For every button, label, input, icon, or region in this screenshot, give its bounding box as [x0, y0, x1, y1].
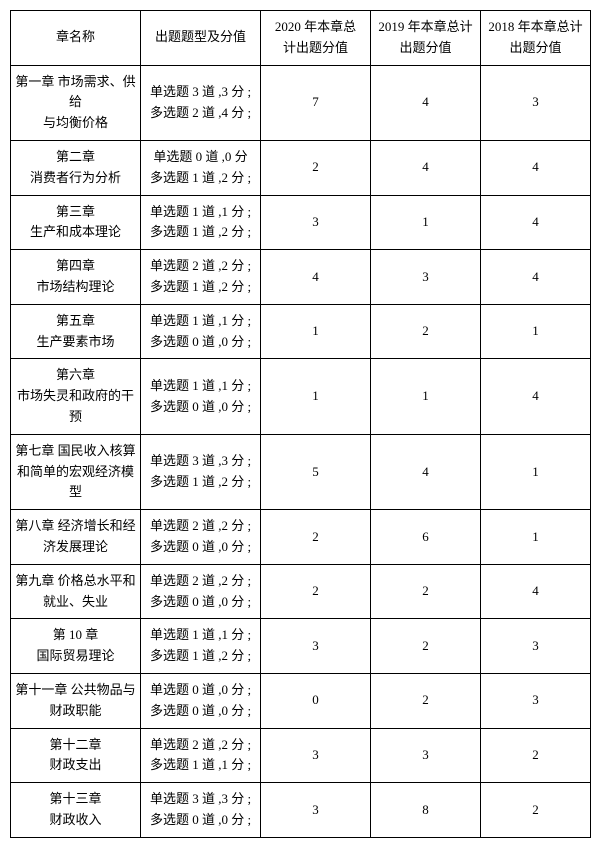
chapter-name: 第一章 市场需求、供给与均衡价格 [11, 65, 141, 140]
table-row: 第九章 价格总水平和就业、失业单选题 2 道 ,2 分 ;多选题 0 道 ,0 … [11, 564, 591, 619]
table-row: 第 10 章国际贸易理论单选题 1 道 ,1 分 ;多选题 1 道 ,2 分 ;… [11, 619, 591, 674]
score-2019: 4 [371, 140, 481, 195]
question-types: 单选题 2 道 ,2 分 ;多选题 1 道 ,2 分 ; [141, 250, 261, 305]
question-types: 单选题 1 道 ,1 分 ;多选题 1 道 ,2 分 ; [141, 619, 261, 674]
score-2019: 8 [371, 783, 481, 838]
question-types: 单选题 1 道 ,1 分 ;多选题 0 道 ,0 分 ; [141, 304, 261, 359]
score-2019: 3 [371, 728, 481, 783]
score-2018: 4 [481, 195, 591, 250]
question-types: 单选题 2 道 ,2 分 ;多选题 1 道 ,1 分 ; [141, 728, 261, 783]
score-2018: 4 [481, 564, 591, 619]
score-2019: 2 [371, 304, 481, 359]
header-row: 章名称 出题题型及分值 2020 年本章总计出题分值 2019 年本章总计出题分… [11, 11, 591, 66]
score-2018: 1 [481, 434, 591, 509]
score-2020: 1 [261, 359, 371, 434]
table-row: 第一章 市场需求、供给与均衡价格单选题 3 道 ,3 分 ;多选题 2 道 ,4… [11, 65, 591, 140]
table-row: 第七章 国民收入核算和简单的宏观经济模型单选题 3 道 ,3 分 ;多选题 1 … [11, 434, 591, 509]
chapter-name: 第十二章财政支出 [11, 728, 141, 783]
score-2018: 3 [481, 673, 591, 728]
question-types: 单选题 3 道 ,3 分 ;多选题 0 道 ,0 分 ; [141, 783, 261, 838]
score-table: 章名称 出题题型及分值 2020 年本章总计出题分值 2019 年本章总计出题分… [10, 10, 591, 838]
score-2019: 6 [371, 510, 481, 565]
chapter-name: 第六章市场失灵和政府的干预 [11, 359, 141, 434]
score-2019: 2 [371, 673, 481, 728]
score-2019: 1 [371, 195, 481, 250]
chapter-name: 第四章市场结构理论 [11, 250, 141, 305]
question-types: 单选题 3 道 ,3 分 ;多选题 1 道 ,2 分 ; [141, 434, 261, 509]
table-row: 第四章市场结构理论单选题 2 道 ,2 分 ;多选题 1 道 ,2 分 ;434 [11, 250, 591, 305]
chapter-name: 第五章生产要素市场 [11, 304, 141, 359]
chapter-name: 第十三章财政收入 [11, 783, 141, 838]
score-2018: 3 [481, 65, 591, 140]
chapter-name: 第三章生产和成本理论 [11, 195, 141, 250]
table-row: 第五章生产要素市场单选题 1 道 ,1 分 ;多选题 0 道 ,0 分 ;121 [11, 304, 591, 359]
score-2020: 3 [261, 783, 371, 838]
col-chapter: 章名称 [11, 11, 141, 66]
question-types: 单选题 0 道 ,0 分 ;多选题 0 道 ,0 分 ; [141, 673, 261, 728]
question-types: 单选题 2 道 ,2 分 ;多选题 0 道 ,0 分 ; [141, 510, 261, 565]
score-2018: 3 [481, 619, 591, 674]
col-2019: 2019 年本章总计出题分值 [371, 11, 481, 66]
question-types: 单选题 1 道 ,1 分 ;多选题 1 道 ,2 分 ; [141, 195, 261, 250]
table-row: 第十二章财政支出单选题 2 道 ,2 分 ;多选题 1 道 ,1 分 ;332 [11, 728, 591, 783]
score-2020: 3 [261, 619, 371, 674]
score-2018: 2 [481, 728, 591, 783]
question-types: 单选题 3 道 ,3 分 ;多选题 2 道 ,4 分 ; [141, 65, 261, 140]
score-2020: 5 [261, 434, 371, 509]
score-2018: 1 [481, 510, 591, 565]
chapter-name: 第 10 章国际贸易理论 [11, 619, 141, 674]
table-row: 第十三章财政收入单选题 3 道 ,3 分 ;多选题 0 道 ,0 分 ;382 [11, 783, 591, 838]
col-2018: 2018 年本章总计出题分值 [481, 11, 591, 66]
col-2020: 2020 年本章总计出题分值 [261, 11, 371, 66]
col-qtype: 出题题型及分值 [141, 11, 261, 66]
score-2019: 4 [371, 434, 481, 509]
score-2018: 4 [481, 140, 591, 195]
chapter-name: 第二章消费者行为分析 [11, 140, 141, 195]
score-2019: 3 [371, 250, 481, 305]
score-2018: 4 [481, 359, 591, 434]
score-2020: 4 [261, 250, 371, 305]
table-row: 第六章市场失灵和政府的干预单选题 1 道 ,1 分 ;多选题 0 道 ,0 分 … [11, 359, 591, 434]
score-2020: 1 [261, 304, 371, 359]
score-2019: 2 [371, 619, 481, 674]
table-row: 第二章消费者行为分析单选题 0 道 ,0 分多选题 1 道 ,2 分 ;244 [11, 140, 591, 195]
chapter-name: 第八章 经济增长和经济发展理论 [11, 510, 141, 565]
chapter-name: 第十一章 公共物品与财政职能 [11, 673, 141, 728]
score-2020: 2 [261, 564, 371, 619]
question-types: 单选题 2 道 ,2 分 ;多选题 0 道 ,0 分 ; [141, 564, 261, 619]
score-2018: 4 [481, 250, 591, 305]
table-row: 第八章 经济增长和经济发展理论单选题 2 道 ,2 分 ;多选题 0 道 ,0 … [11, 510, 591, 565]
table-row: 第三章生产和成本理论单选题 1 道 ,1 分 ;多选题 1 道 ,2 分 ;31… [11, 195, 591, 250]
score-2018: 1 [481, 304, 591, 359]
score-2018: 2 [481, 783, 591, 838]
question-types: 单选题 1 道 ,1 分 ;多选题 0 道 ,0 分 ; [141, 359, 261, 434]
score-2020: 3 [261, 195, 371, 250]
question-types: 单选题 0 道 ,0 分多选题 1 道 ,2 分 ; [141, 140, 261, 195]
score-2019: 4 [371, 65, 481, 140]
score-2020: 2 [261, 510, 371, 565]
score-2020: 3 [261, 728, 371, 783]
score-2020: 2 [261, 140, 371, 195]
chapter-name: 第九章 价格总水平和就业、失业 [11, 564, 141, 619]
score-2020: 7 [261, 65, 371, 140]
score-2020: 0 [261, 673, 371, 728]
score-2019: 1 [371, 359, 481, 434]
chapter-name: 第七章 国民收入核算和简单的宏观经济模型 [11, 434, 141, 509]
table-row: 第十一章 公共物品与财政职能单选题 0 道 ,0 分 ;多选题 0 道 ,0 分… [11, 673, 591, 728]
score-2019: 2 [371, 564, 481, 619]
